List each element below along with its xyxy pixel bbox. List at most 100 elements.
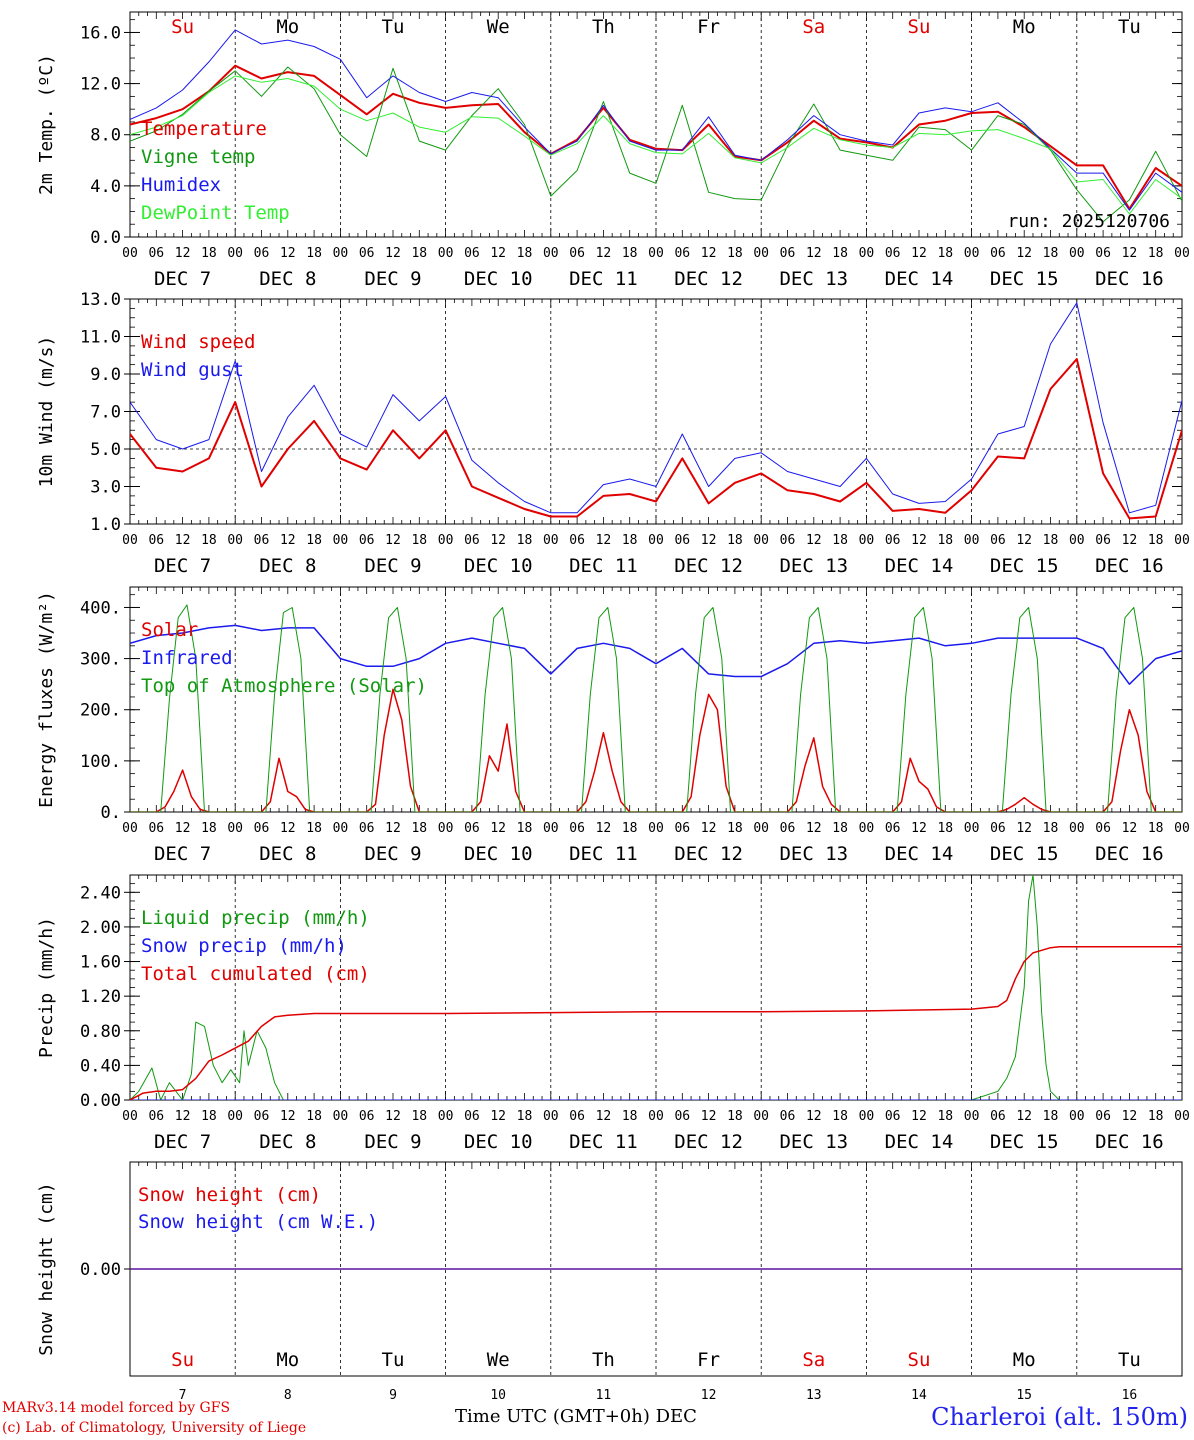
date-label: DEC 16: [1095, 1131, 1164, 1153]
hour-tick-label: 00: [1069, 246, 1085, 261]
hour-tick-label: 00: [438, 533, 454, 548]
hour-tick-label: 18: [1043, 1109, 1059, 1124]
day-name-label: Tu: [382, 16, 405, 38]
hour-tick-label: 00: [859, 533, 875, 548]
day-number-label: 11: [596, 1388, 612, 1403]
hour-tick-label: 06: [1095, 533, 1111, 548]
date-label: DEC 12: [674, 268, 743, 290]
y-tick-label: 5.0: [90, 440, 121, 460]
date-label: DEC 14: [885, 1131, 954, 1153]
hour-tick-label: 06: [569, 533, 585, 548]
series-line-temperature: [130, 64, 1182, 210]
hour-tick-label: 18: [411, 246, 427, 261]
hour-tick-label: 12: [490, 533, 506, 548]
hour-tick-label: 00: [964, 821, 980, 836]
day-name-label: Tu: [382, 1349, 405, 1371]
hour-tick-label: 06: [254, 533, 270, 548]
date-label: DEC 11: [569, 555, 638, 577]
date-label: DEC 10: [464, 555, 533, 577]
hour-tick-label: 06: [464, 533, 480, 548]
date-label: DEC 15: [990, 1131, 1059, 1153]
hour-tick-label: 18: [411, 821, 427, 836]
hour-tick-label: 12: [1016, 1109, 1032, 1124]
date-label: DEC 10: [464, 1131, 533, 1153]
hour-tick-label: 06: [885, 246, 901, 261]
hour-tick-label: 00: [859, 821, 875, 836]
legend-entry: Snow precip (mm/h): [141, 935, 347, 957]
hour-tick-label: 00: [543, 1109, 559, 1124]
hour-tick-label: 06: [254, 1109, 270, 1124]
y-tick-label: 2.40: [80, 883, 121, 903]
hour-tick-label: 06: [990, 1109, 1006, 1124]
hour-tick-label: 12: [385, 1109, 401, 1124]
date-label: DEC 11: [569, 268, 638, 290]
y-tick-label: 0.: [101, 803, 121, 823]
hour-tick-label: 12: [806, 533, 822, 548]
hour-tick-label: 18: [1148, 533, 1164, 548]
hour-tick-label: 12: [385, 821, 401, 836]
date-label: DEC 7: [154, 268, 211, 290]
hour-tick-label: 18: [517, 246, 533, 261]
hour-tick-label: 00: [333, 821, 349, 836]
y-tick-label: 1.60: [80, 953, 121, 973]
hour-tick-label: 06: [359, 821, 375, 836]
hour-tick-label: 12: [175, 246, 191, 261]
day-name-label: Th: [592, 16, 615, 38]
hour-tick-label: 12: [490, 1109, 506, 1124]
hour-tick-label: 18: [411, 1109, 427, 1124]
legend-entry: Solar: [141, 619, 198, 641]
y-tick-label: 0.00: [80, 1260, 121, 1280]
day-name-label: Mo: [276, 1349, 299, 1371]
series-line-total-cumulated-cm: [130, 946, 1182, 1100]
day-number-label: 14: [911, 1388, 927, 1403]
hour-tick-label: 18: [937, 1109, 953, 1124]
time-axis-label: Time UTC (GMT+0h) DEC: [455, 1406, 697, 1427]
series-line-wind-speed: [130, 358, 1182, 520]
hour-tick-label: 06: [674, 246, 690, 261]
day-name-label: Sa: [802, 16, 825, 38]
day-number-label: 12: [701, 1388, 717, 1403]
hour-tick-label: 00: [122, 246, 138, 261]
y-tick-label: 200.: [80, 701, 121, 721]
hour-tick-label: 00: [753, 1109, 769, 1124]
hour-tick-label: 12: [1122, 246, 1138, 261]
run-label: run: 2025120706: [1007, 211, 1170, 232]
hour-tick-label: 00: [1069, 533, 1085, 548]
hour-tick-label: 00: [333, 533, 349, 548]
hour-tick-label: 00: [227, 1109, 243, 1124]
hour-tick-label: 18: [306, 246, 322, 261]
hour-tick-label: 12: [280, 821, 296, 836]
date-label: DEC 7: [154, 843, 211, 865]
y-tick-label: 100.: [80, 752, 121, 772]
hour-tick-label: 12: [385, 246, 401, 261]
hour-tick-label: 18: [1148, 821, 1164, 836]
hour-tick-label: 12: [806, 821, 822, 836]
hour-tick-label: 06: [464, 1109, 480, 1124]
hour-tick-label: 18: [517, 1109, 533, 1124]
series-line-humidex: [130, 29, 1182, 211]
y-tick-label: 9.0: [90, 365, 121, 385]
hour-tick-label: 12: [385, 533, 401, 548]
day-number-label: 9: [389, 1388, 397, 1403]
y-tick-label: 0.40: [80, 1056, 121, 1076]
date-label: DEC 12: [674, 1131, 743, 1153]
day-name-label: Su: [171, 1349, 194, 1371]
hour-tick-label: 12: [806, 1109, 822, 1124]
date-label: DEC 7: [154, 555, 211, 577]
hour-tick-label: 18: [622, 533, 638, 548]
hour-tick-label: 06: [674, 1109, 690, 1124]
hour-tick-label: 06: [990, 246, 1006, 261]
hour-tick-label: 00: [964, 246, 980, 261]
hour-tick-label: 00: [1174, 246, 1190, 261]
hour-tick-label: 12: [596, 1109, 612, 1124]
hour-tick-label: 12: [1122, 1109, 1138, 1124]
hour-tick-label: 00: [333, 1109, 349, 1124]
day-number-label: 15: [1016, 1388, 1032, 1403]
hour-tick-label: 12: [490, 246, 506, 261]
lab-credit: (c) Lab. of Climatology, University of L…: [2, 1420, 307, 1436]
hour-tick-label: 06: [254, 821, 270, 836]
hour-tick-label: 18: [306, 533, 322, 548]
hour-tick-label: 00: [859, 246, 875, 261]
hour-tick-label: 06: [885, 821, 901, 836]
